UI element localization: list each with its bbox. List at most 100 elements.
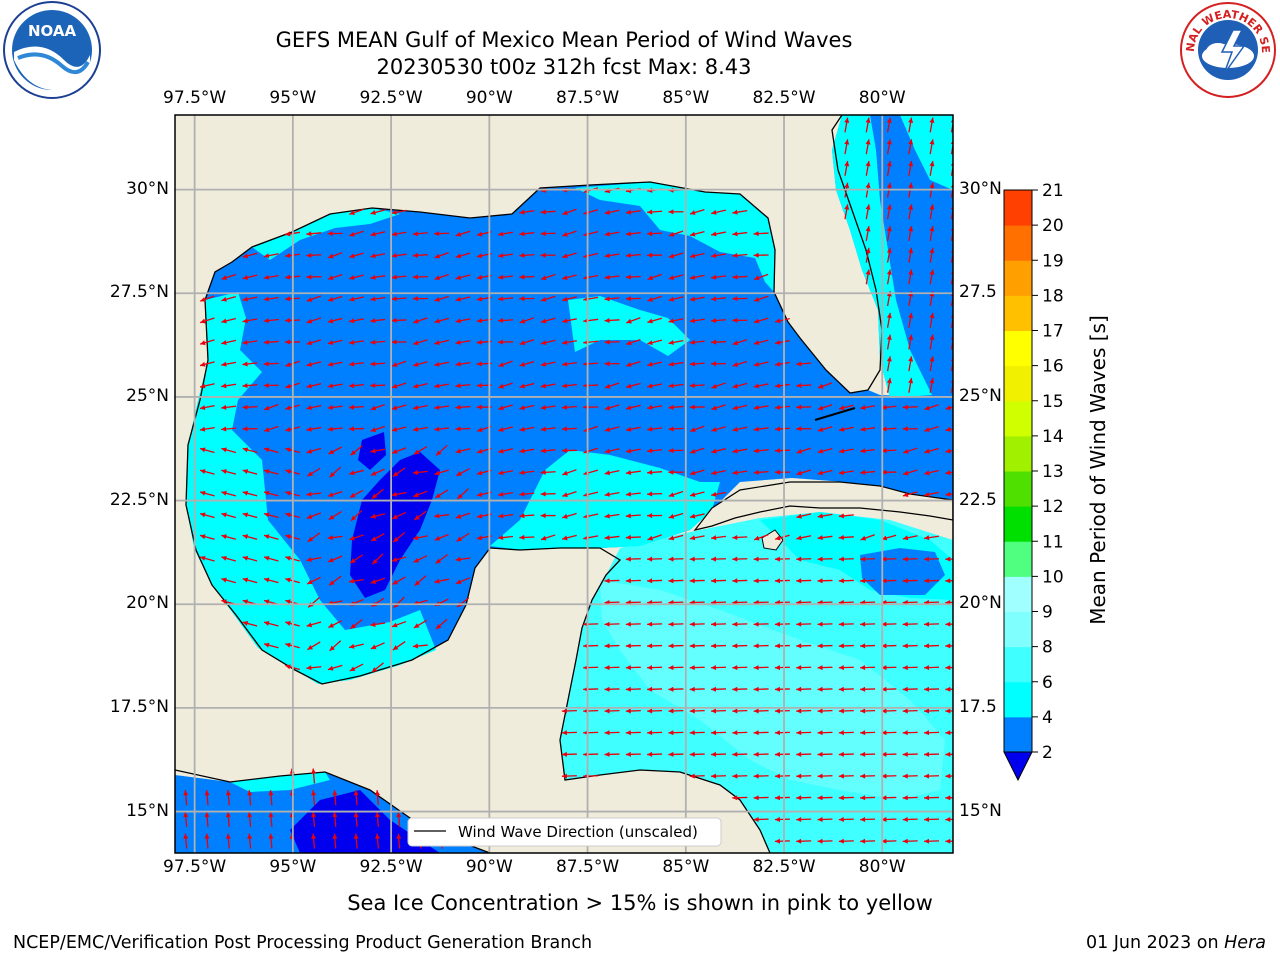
direction-arrow [817,795,833,801]
direction-arrow [242,512,258,519]
direction-arrow [391,317,407,323]
direction-arrow [711,448,726,454]
direction-arrow [881,426,897,432]
direction-arrow [221,534,237,540]
direction-arrow [348,426,364,432]
direction-arrow [329,640,342,652]
direction-arrow [498,231,513,237]
direction-arrow [753,643,769,649]
direction-arrow [562,208,577,216]
direction-arrow [924,491,939,497]
direction-arrow [540,448,556,454]
direction-arrow [455,577,471,585]
direction-arrow [497,535,514,541]
direction-arrow [519,339,535,346]
direction-arrow [455,448,471,454]
direction-arrow [306,556,322,562]
direction-arrow [817,578,833,584]
direction-arrow [929,312,935,328]
direction-arrow [647,751,663,757]
direction-arrow [908,204,914,220]
direction-arrow [434,252,449,259]
colorbar-segment [1004,646,1032,683]
direction-arrow [306,274,322,280]
direction-arrow [838,534,854,540]
direction-arrow [689,383,705,389]
direction-arrow [221,577,237,584]
direction-arrow [668,534,684,541]
direction-arrow [710,339,727,345]
direction-arrow [221,447,237,454]
direction-arrow [306,665,322,671]
direction-arrow [263,274,279,280]
direction-arrow [881,469,897,475]
direction-arrow [881,448,897,454]
direction-arrow [647,534,662,541]
direction-arrow [753,751,769,757]
direction-arrow [902,751,918,757]
direction-arrow [902,708,918,714]
direction-arrow [774,708,790,714]
direction-arrow [908,117,914,133]
direction-arrow [519,513,535,519]
direction-arrow [348,643,364,649]
direction-arrow [647,643,663,649]
direction-arrow [306,576,321,585]
direction-arrow [886,356,892,372]
direction-arrow [902,816,918,822]
direction-arrow [561,730,577,736]
direction-arrow [647,469,663,475]
direction-arrow [881,404,897,410]
direction-arrow [796,643,812,649]
direction-arrow [860,534,875,541]
direction-arrow [838,708,854,714]
direction-arrow [711,382,726,389]
direction-arrow [434,578,450,584]
direction-arrow [860,469,876,475]
direction-arrow [242,426,258,432]
direction-arrow [391,556,407,563]
direction-arrow [902,426,918,432]
direction-arrow [923,686,940,692]
direction-arrow [242,339,258,345]
direction-arrow [242,404,258,410]
direction-arrow [306,317,322,324]
direction-arrow [753,534,769,541]
direction-arrow [860,816,876,822]
direction-arrow [838,838,854,844]
direction-arrow [732,317,748,323]
direction-arrow [391,447,407,454]
direction-arrow [349,252,364,259]
direction-arrow [886,226,892,241]
direction-arrow [370,577,386,584]
direction-arrow [561,773,577,779]
direction-arrow [796,469,812,476]
direction-arrow [349,534,364,541]
direction-arrow [689,513,705,519]
graticule [175,115,953,853]
direction-arrow [242,252,258,259]
direction-arrow [902,838,918,844]
direction-arrow [881,556,897,562]
direction-arrow [865,269,871,285]
direction-arrow [562,469,577,476]
direction-arrow [924,447,939,454]
direction-arrow [902,491,918,497]
direction-arrow [689,556,705,562]
direction-arrow [886,269,892,285]
direction-arrow [668,252,684,259]
direction-arrow [838,470,854,476]
direction-arrow [199,490,215,497]
y-tick-label-right: 22.5 [959,489,997,510]
direction-arrow [604,513,620,519]
direction-arrow [844,139,850,155]
direction-arrow [348,469,364,476]
direction-arrow [796,361,812,367]
direction-arrow [689,339,705,345]
direction-arrow [860,708,876,714]
direction-arrow [796,773,812,779]
direction-arrow [540,231,556,237]
x-tick-label-top: 92.5°W [359,88,423,108]
direction-arrow [604,209,620,215]
direction-arrow [774,838,790,844]
